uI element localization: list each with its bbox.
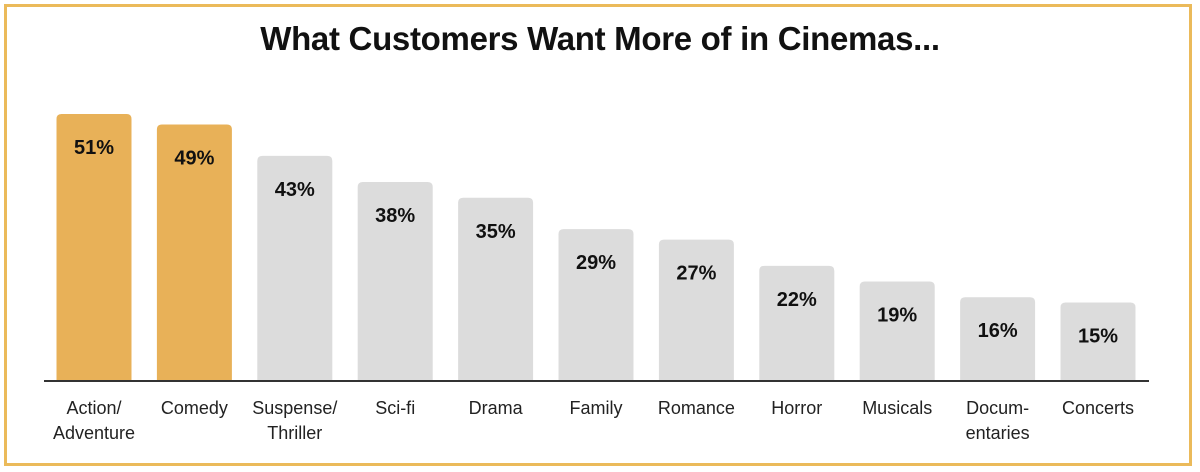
bar-2 xyxy=(257,155,333,381)
bar-9 xyxy=(960,297,1036,381)
category-label-1: Comedy xyxy=(161,398,228,418)
bar-5 xyxy=(558,229,634,381)
bar-0 xyxy=(56,114,132,381)
category-label-7: Horror xyxy=(771,398,822,418)
bar-4 xyxy=(458,197,534,381)
bar-1 xyxy=(156,124,232,382)
category-label-9-line-1: entaries xyxy=(966,423,1030,443)
category-label-10: Concerts xyxy=(1062,398,1134,418)
value-label-6: 27% xyxy=(676,263,716,285)
category-label-2-line-0: Suspense/ xyxy=(252,398,337,418)
value-label-10: 15% xyxy=(1078,325,1118,347)
value-label-5: 29% xyxy=(576,252,616,274)
bars-group: 51% 49% 43% 38% 35% 29% 27% 22% 19% 16% 15% xyxy=(56,114,1136,382)
category-label-9-line-0: Docum- xyxy=(966,398,1029,418)
value-label-3: 38% xyxy=(375,205,415,227)
value-label-1: 49% xyxy=(174,147,214,169)
category-label-6: Romance xyxy=(658,398,735,418)
value-label-7: 22% xyxy=(777,289,817,311)
bar-3 xyxy=(357,182,433,381)
value-label-2: 43% xyxy=(275,179,315,201)
value-label-0: 51% xyxy=(74,137,114,159)
value-label-4: 35% xyxy=(476,221,516,243)
value-label-8: 19% xyxy=(877,305,917,327)
value-label-9: 16% xyxy=(978,320,1018,342)
category-label-8: Musicals xyxy=(862,398,932,418)
bar-6 xyxy=(658,239,734,381)
bar-10 xyxy=(1060,302,1136,381)
chart-title: What Customers Want More of in Cinemas..… xyxy=(260,20,940,57)
category-label-0-line-0: Action/ xyxy=(66,398,121,418)
category-label-0-line-1: Adventure xyxy=(53,423,135,443)
category-label-5: Family xyxy=(570,398,623,418)
bar-8 xyxy=(859,281,935,381)
category-label-4: Drama xyxy=(469,398,524,418)
category-label-3: Sci-fi xyxy=(375,398,415,418)
category-label-2-line-1: Thriller xyxy=(267,423,322,443)
category-labels-group: Action/Adventure Comedy Suspense/Thriller S… xyxy=(53,398,1134,443)
bar-7 xyxy=(759,265,835,381)
